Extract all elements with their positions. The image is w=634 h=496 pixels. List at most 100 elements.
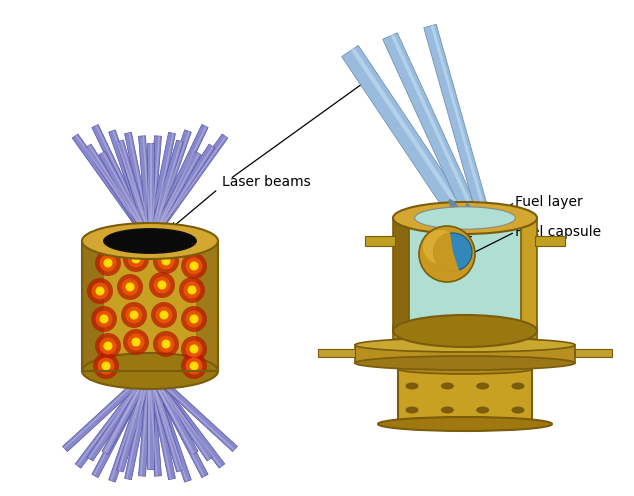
Polygon shape — [351, 48, 460, 207]
Circle shape — [181, 253, 207, 279]
Circle shape — [419, 226, 475, 282]
Text: Fuel capsule: Fuel capsule — [515, 225, 601, 239]
Polygon shape — [99, 151, 153, 243]
Circle shape — [181, 353, 207, 379]
Polygon shape — [147, 134, 228, 243]
Polygon shape — [87, 369, 153, 461]
Polygon shape — [124, 132, 153, 242]
Circle shape — [190, 314, 198, 323]
Polygon shape — [146, 370, 191, 482]
Circle shape — [131, 254, 141, 263]
Circle shape — [100, 254, 117, 271]
Circle shape — [91, 306, 117, 332]
Polygon shape — [103, 370, 150, 453]
Circle shape — [96, 310, 112, 327]
Polygon shape — [148, 371, 205, 477]
Circle shape — [162, 256, 171, 265]
Polygon shape — [398, 369, 532, 424]
Ellipse shape — [406, 382, 418, 389]
Polygon shape — [424, 24, 489, 216]
Circle shape — [96, 287, 105, 296]
Ellipse shape — [512, 407, 524, 414]
Polygon shape — [147, 370, 198, 455]
Ellipse shape — [466, 204, 474, 218]
Ellipse shape — [476, 382, 489, 389]
Polygon shape — [147, 151, 201, 243]
Polygon shape — [77, 370, 150, 466]
Circle shape — [87, 278, 113, 304]
Polygon shape — [147, 369, 225, 468]
Polygon shape — [82, 241, 104, 371]
Polygon shape — [430, 25, 486, 214]
Circle shape — [127, 333, 145, 351]
Polygon shape — [146, 136, 162, 241]
Polygon shape — [102, 370, 153, 455]
Ellipse shape — [355, 338, 575, 352]
Polygon shape — [102, 152, 152, 241]
Circle shape — [101, 362, 110, 371]
Polygon shape — [383, 33, 477, 214]
Polygon shape — [124, 371, 153, 480]
Circle shape — [127, 250, 145, 267]
Polygon shape — [575, 349, 612, 357]
Ellipse shape — [393, 315, 537, 347]
Polygon shape — [88, 370, 150, 459]
Polygon shape — [150, 143, 152, 241]
Circle shape — [153, 331, 179, 357]
Polygon shape — [148, 371, 195, 454]
Polygon shape — [433, 232, 459, 272]
Circle shape — [190, 345, 198, 354]
Polygon shape — [150, 136, 226, 242]
Polygon shape — [63, 370, 150, 449]
Ellipse shape — [82, 223, 218, 259]
Circle shape — [103, 258, 112, 267]
Circle shape — [181, 336, 207, 362]
Circle shape — [186, 358, 202, 374]
Circle shape — [98, 358, 115, 374]
Polygon shape — [148, 371, 222, 467]
Circle shape — [121, 302, 147, 328]
Polygon shape — [355, 345, 575, 363]
Polygon shape — [75, 369, 153, 468]
Polygon shape — [82, 241, 218, 371]
Circle shape — [423, 230, 457, 264]
Circle shape — [122, 278, 138, 296]
Circle shape — [434, 233, 472, 271]
Polygon shape — [72, 134, 153, 243]
Polygon shape — [138, 136, 153, 241]
Polygon shape — [146, 130, 191, 242]
Polygon shape — [148, 371, 188, 482]
Polygon shape — [112, 130, 152, 241]
Polygon shape — [126, 371, 150, 479]
Circle shape — [151, 302, 177, 328]
Polygon shape — [143, 136, 152, 241]
Polygon shape — [391, 34, 474, 211]
Circle shape — [93, 353, 119, 379]
Polygon shape — [150, 126, 207, 242]
Circle shape — [149, 272, 175, 298]
Text: Laser beams: Laser beams — [222, 175, 311, 189]
Polygon shape — [150, 133, 174, 242]
Polygon shape — [146, 371, 176, 480]
Polygon shape — [117, 370, 153, 472]
Polygon shape — [146, 140, 183, 242]
Circle shape — [186, 340, 202, 358]
Polygon shape — [146, 132, 176, 242]
Circle shape — [160, 310, 169, 319]
Polygon shape — [342, 46, 463, 214]
Polygon shape — [93, 370, 150, 476]
Polygon shape — [365, 236, 395, 246]
Circle shape — [190, 261, 198, 270]
Text: Fuel layer: Fuel layer — [515, 195, 583, 209]
Polygon shape — [150, 141, 182, 242]
Polygon shape — [521, 218, 537, 331]
Polygon shape — [147, 369, 213, 461]
Polygon shape — [95, 125, 152, 241]
Polygon shape — [150, 153, 200, 242]
Polygon shape — [148, 371, 150, 469]
Polygon shape — [535, 236, 565, 246]
Circle shape — [117, 274, 143, 300]
Circle shape — [123, 329, 149, 355]
Polygon shape — [150, 136, 160, 241]
Polygon shape — [150, 146, 214, 242]
